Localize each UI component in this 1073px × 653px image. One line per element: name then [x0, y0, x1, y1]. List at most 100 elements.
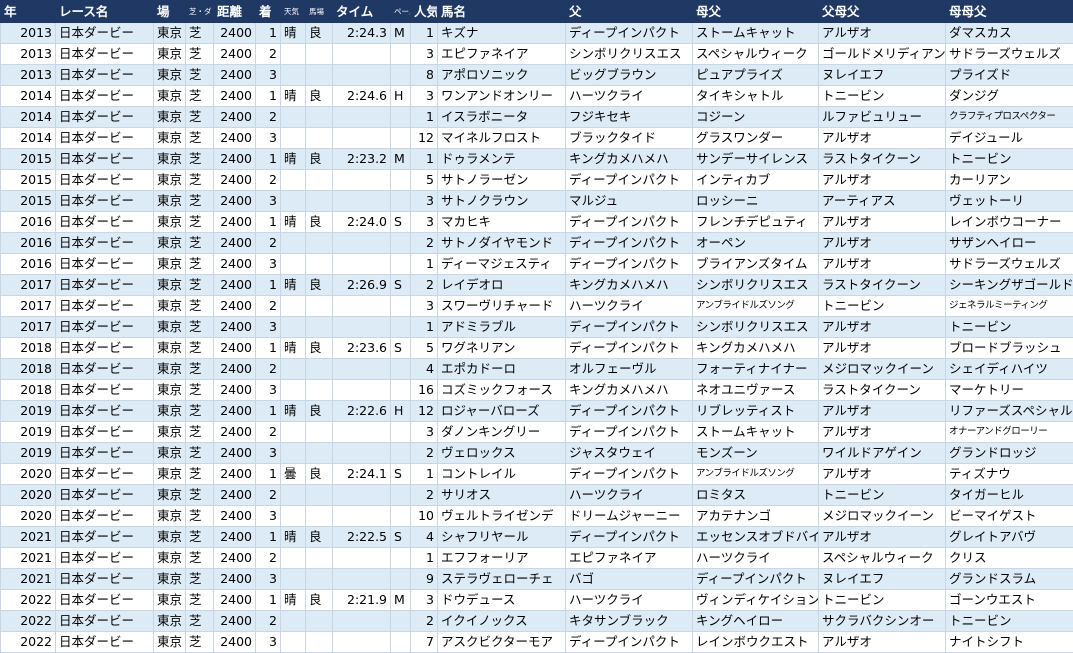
table-cell: 3	[410, 421, 438, 443]
empty-cell	[332, 484, 391, 506]
table-cell: 3	[410, 190, 438, 212]
empty-cell	[305, 442, 333, 464]
table-cell: 芝	[185, 85, 214, 107]
table-cell: アスクビクターモア	[437, 631, 566, 653]
table-cell: サドラーズウェルズ	[945, 43, 1073, 65]
empty-cell	[305, 547, 333, 569]
column-header: 父母父	[818, 0, 946, 23]
table-cell: オナーアンドグローリー	[945, 421, 1073, 443]
table-cell: 芝	[185, 316, 214, 338]
empty-cell	[305, 253, 333, 275]
table-cell: 2014	[0, 106, 56, 128]
table-cell: 1	[255, 274, 281, 296]
table-cell: 2400	[213, 463, 256, 485]
table-cell: ジャスタウェイ	[565, 442, 693, 464]
table-cell: サトノダイヤモンド	[437, 232, 566, 254]
table-cell: 3	[410, 295, 438, 317]
table-cell: 3	[410, 43, 438, 65]
table-cell: キズナ	[437, 22, 566, 44]
table-cell: グラスワンダー	[692, 127, 819, 149]
table-cell: 2400	[213, 484, 256, 506]
table-cell: 1	[255, 463, 281, 485]
table-cell: 2	[255, 358, 281, 380]
empty-cell	[280, 106, 306, 128]
table-cell: 2	[410, 232, 438, 254]
table-cell: 3	[255, 253, 281, 275]
table-cell: 16	[410, 379, 438, 401]
table-cell: サリオス	[437, 484, 566, 506]
table-cell: 2015	[0, 190, 56, 212]
table-cell: エポカドーロ	[437, 358, 566, 380]
table-cell: ワグネリアン	[437, 337, 566, 359]
table-cell: 2400	[213, 211, 256, 233]
table-cell: フォーティナイナー	[692, 358, 819, 380]
empty-cell	[390, 64, 411, 86]
empty-cell	[390, 442, 411, 464]
table-cell: サトノラーゼン	[437, 169, 566, 191]
column-header: 馬名	[437, 0, 566, 23]
empty-cell	[390, 106, 411, 128]
table-cell: 2400	[213, 631, 256, 653]
table-cell: ワイルドアゲイン	[818, 442, 946, 464]
empty-cell	[332, 442, 391, 464]
table-cell: シンボリクリスエス	[565, 43, 693, 65]
empty-cell	[332, 316, 391, 338]
table-cell: 芝	[185, 148, 214, 170]
table-cell: 2400	[213, 85, 256, 107]
table-cell: 東京	[153, 547, 186, 569]
table-row: 2013 日本ダービー 東京芝 2400 1 晴良 2:24.3 M 1 キズナ ディープインパクト…	[0, 22, 1073, 44]
table-cell: ドウデュース	[437, 589, 566, 611]
empty-cell	[280, 190, 306, 212]
table-cell: 2:24.6	[332, 85, 391, 107]
empty-cell	[332, 505, 391, 527]
column-header: 人気	[410, 0, 438, 23]
table-cell: フジキセキ	[565, 106, 693, 128]
table-cell: キタサンブラック	[565, 610, 693, 632]
empty-cell	[280, 568, 306, 590]
table-cell: ディープインパクト	[565, 211, 693, 233]
empty-cell	[305, 610, 333, 632]
table-cell: 2400	[213, 547, 256, 569]
table-row: 2018 日本ダービー 東京芝 2400 1 晴良 2:23.6 S 5 ワグネリアン ディープイン…	[0, 337, 1073, 359]
table-cell: サンデーサイレンス	[692, 148, 819, 170]
table-cell: ディープインパクト	[565, 631, 693, 653]
table-cell: 芝	[185, 337, 214, 359]
table-cell: ジェネラルミーティング	[945, 295, 1073, 317]
table-cell: 東京	[153, 85, 186, 107]
table-cell: アルザオ	[818, 400, 946, 422]
table-cell: アルザオ	[818, 631, 946, 653]
table-cell: オルフェーヴル	[565, 358, 693, 380]
table-row: 2016 日本ダービー 東京芝 2400 3 1 ディーマジェスティ ディープインパクト ブライ…	[0, 253, 1073, 275]
table-cell: 東京	[153, 505, 186, 527]
empty-cell	[280, 379, 306, 401]
table-cell: サトノクラウン	[437, 190, 566, 212]
table-cell: 3	[255, 379, 281, 401]
table-cell: 2021	[0, 526, 56, 548]
table-cell: 晴	[280, 400, 306, 422]
empty-cell	[390, 169, 411, 191]
table-cell: 2019	[0, 442, 56, 464]
table-cell: タイキシャトル	[692, 85, 819, 107]
table-cell: 東京	[153, 631, 186, 653]
table-cell: アーティアス	[818, 190, 946, 212]
table-cell: 2016	[0, 253, 56, 275]
table-cell: ヴェットーリ	[945, 190, 1073, 212]
empty-cell	[390, 127, 411, 149]
table-cell: 2018	[0, 358, 56, 380]
table-cell: アドミラブル	[437, 316, 566, 338]
table-row: 2015 日本ダービー 東京芝 2400 2 5 サトノラーゼン ディープインパクト インティカ…	[0, 169, 1073, 191]
table-cell: 日本ダービー	[55, 421, 154, 443]
table-cell: キングカメハメハ	[692, 337, 819, 359]
empty-cell	[305, 190, 333, 212]
column-header: タイム	[332, 0, 391, 23]
table-cell: ハーツクライ	[565, 589, 693, 611]
table-cell: メジロマックイーン	[818, 505, 946, 527]
table-row: 2014 日本ダービー 東京芝 2400 2 1 イスラボニータ フジキセキ コジーン ルファビュ…	[0, 106, 1073, 128]
table-cell: ディープインパクト	[565, 337, 693, 359]
column-header: 場	[153, 0, 186, 23]
table-cell: 良	[305, 400, 333, 422]
empty-cell	[280, 442, 306, 464]
table-cell: 東京	[153, 169, 186, 191]
table-cell: リブレッティスト	[692, 400, 819, 422]
table-cell: シャフリヤール	[437, 526, 566, 548]
